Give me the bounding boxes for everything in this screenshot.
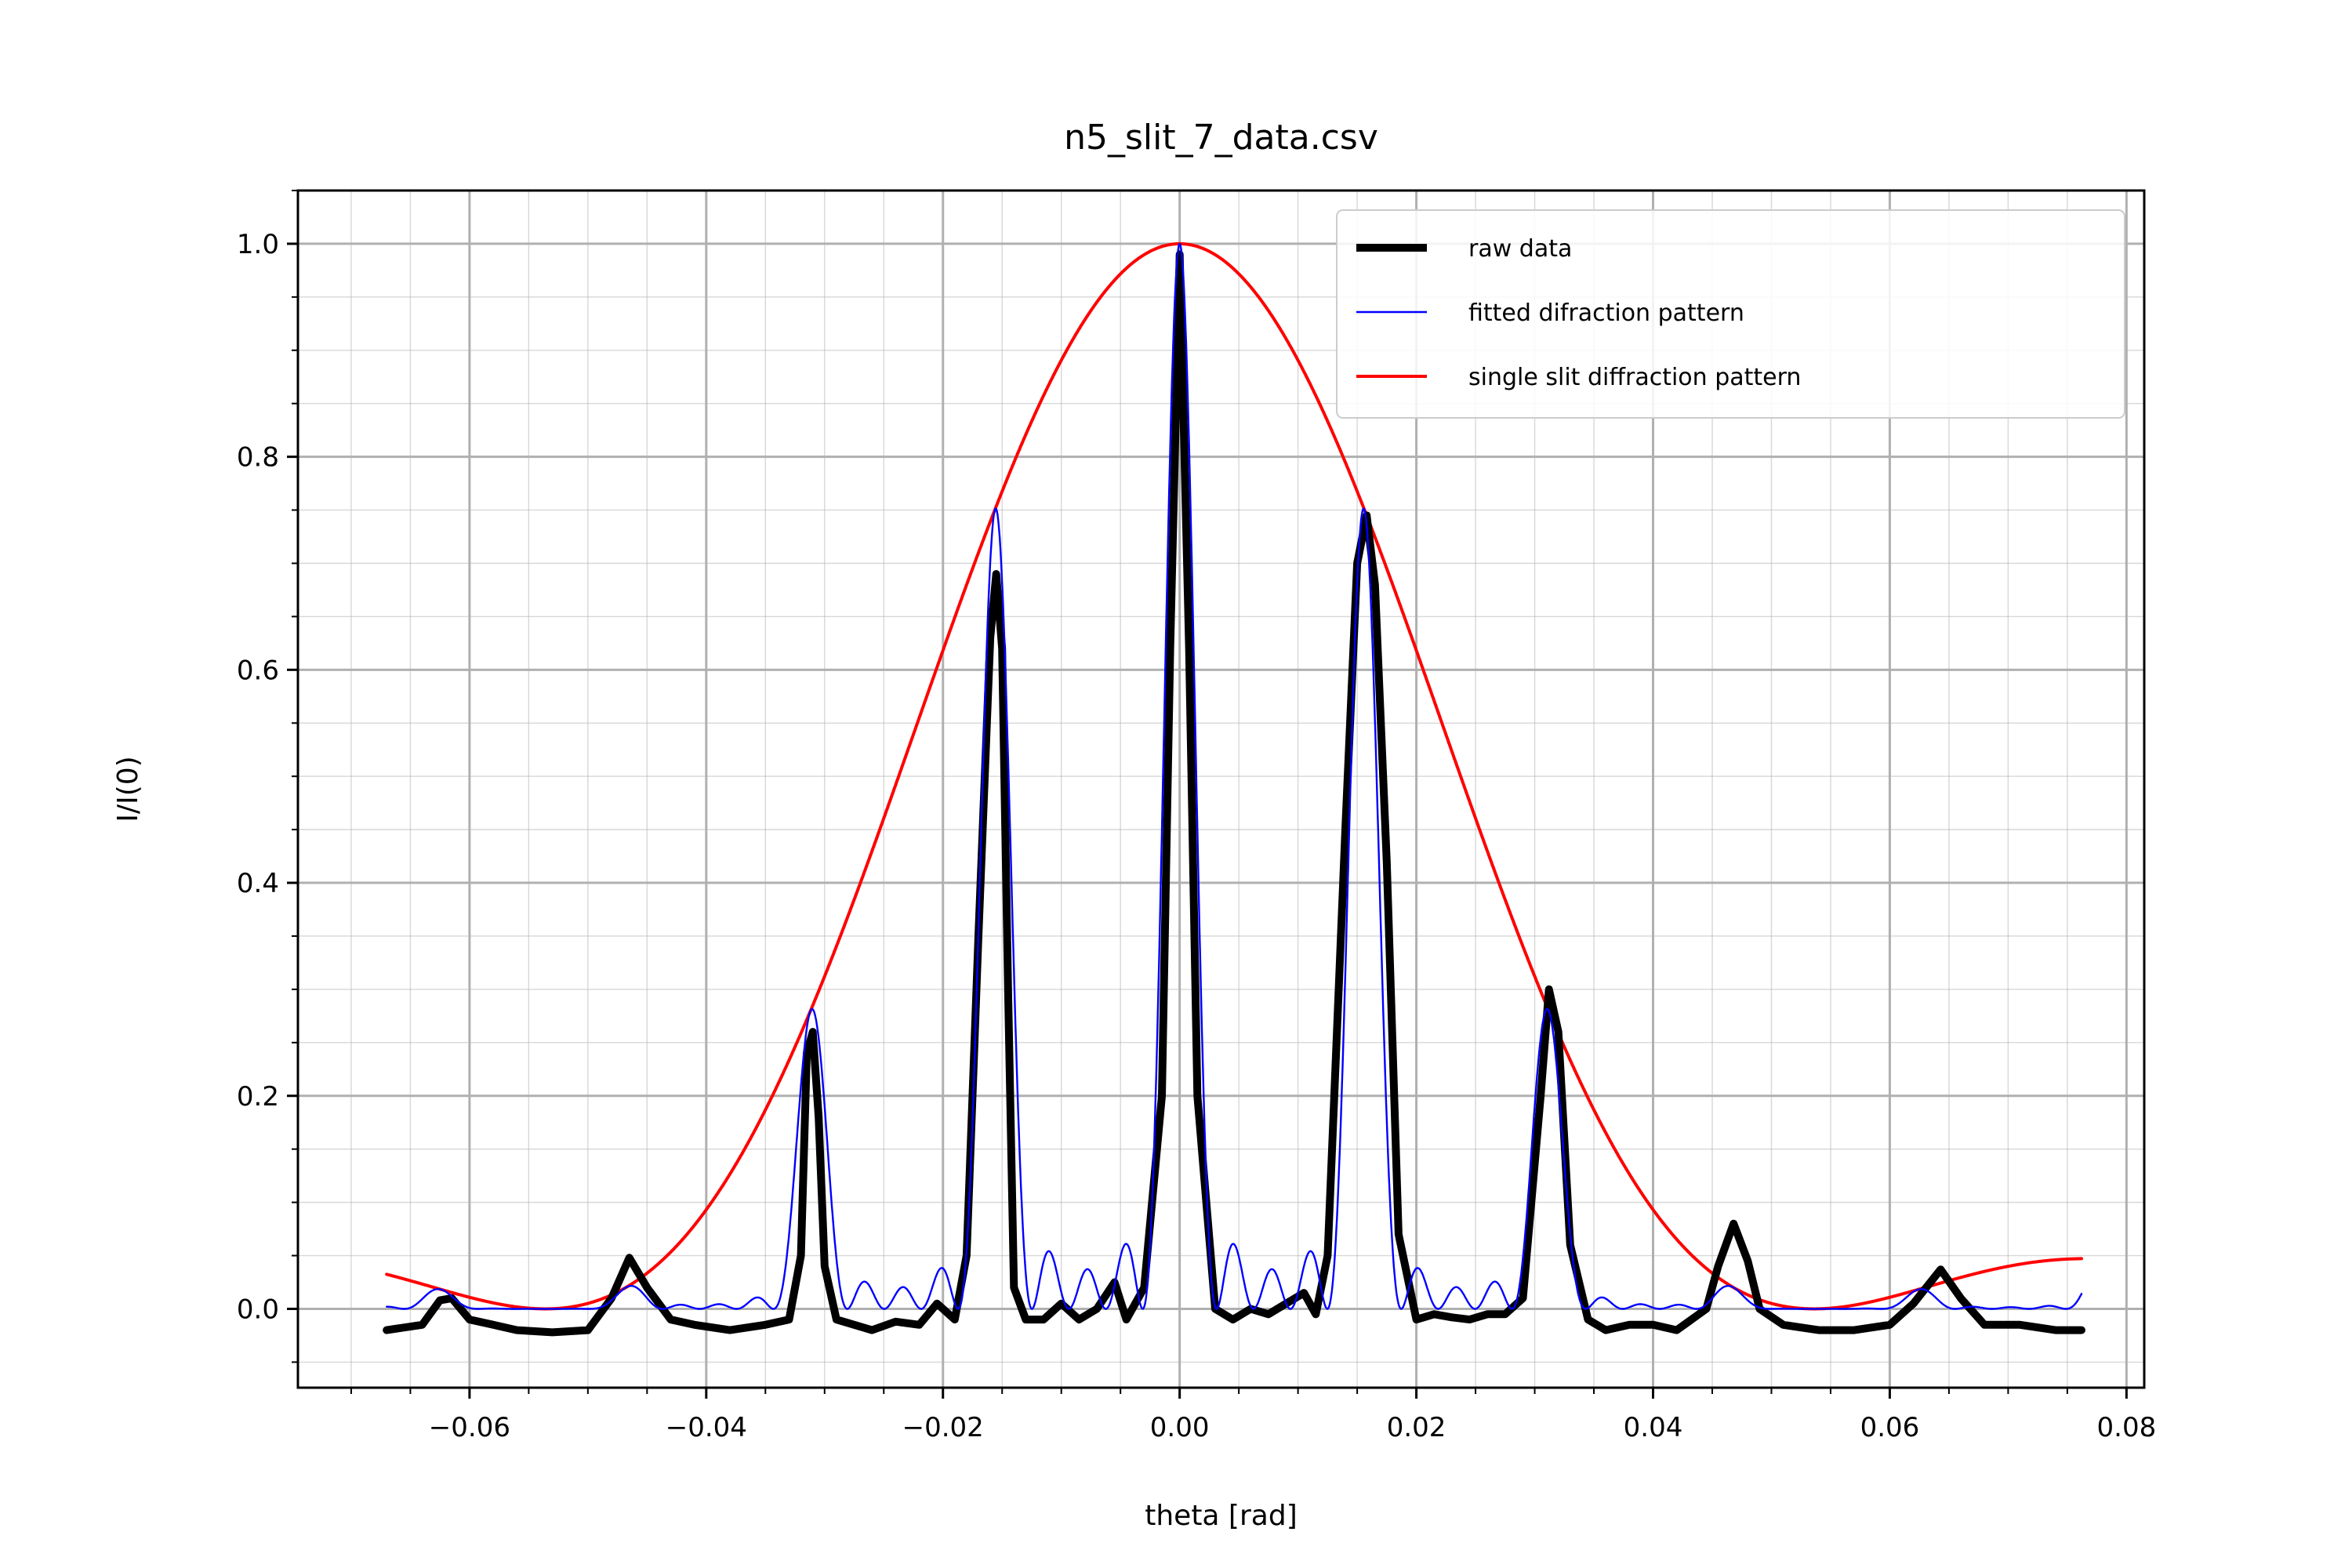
series-line-raw-data — [383, 250, 2085, 1337]
series-line-fitted-difraction-pattern — [386, 242, 2083, 1310]
legend: raw data fitted difraction pattern single … — [1336, 209, 2125, 419]
x-tick-label: 0.00 — [1150, 1412, 1210, 1443]
plot-series — [383, 241, 2085, 1337]
x-tick-label: −0.02 — [902, 1412, 984, 1443]
y-tick-label: 0.6 — [237, 655, 279, 686]
plot-frame — [296, 189, 2146, 1389]
legend-label: raw data — [1468, 235, 1572, 263]
legend-label: single slit diffraction pattern — [1468, 364, 1801, 391]
y-axis-label: I/I(0) — [112, 756, 144, 822]
y-tick-label: 0.0 — [237, 1294, 279, 1325]
x-tick-label: 0.02 — [1387, 1412, 1446, 1443]
x-axis: −0.06 −0.04 −0.02 0.00 0.02 0.04 0.06 0.08 — [350, 1388, 2157, 1443]
x-tick-label: 0.08 — [2097, 1412, 2157, 1443]
x-axis-label: theta [rad] — [1145, 1500, 1298, 1532]
chart-title: n5_slit_7_data.csv — [1064, 118, 1378, 158]
y-tick-label: 0.4 — [237, 868, 279, 899]
legend-label: fitted difraction pattern — [1468, 299, 1744, 327]
x-tick-label: −0.04 — [666, 1412, 747, 1443]
y-axis: 0.0 0.2 0.4 0.6 0.8 1.0 — [237, 190, 298, 1363]
y-tick-label: 1.0 — [237, 229, 279, 260]
x-tick-label: 0.06 — [1860, 1412, 1920, 1443]
y-tick-label: 0.8 — [237, 442, 279, 474]
x-tick-label: −0.06 — [429, 1412, 510, 1443]
y-tick-label: 0.2 — [237, 1081, 279, 1112]
legend-box — [1336, 209, 2125, 419]
x-tick-label: 0.04 — [1624, 1412, 1683, 1443]
